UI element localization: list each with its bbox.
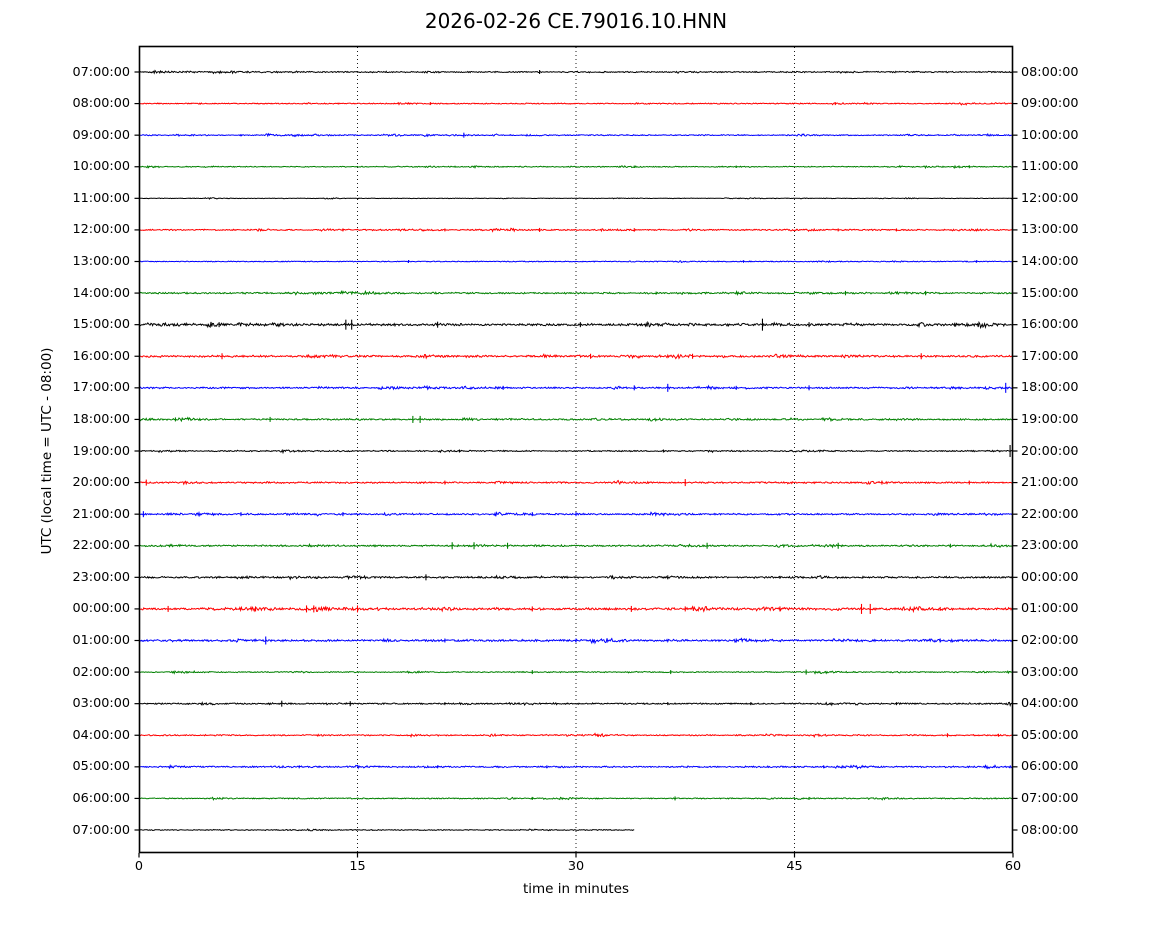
x-tick-label: 45 — [786, 859, 803, 874]
waveform-trace — [138, 448, 1013, 455]
y-axis-label-text: UTC (local time = UTC - 08:00) — [39, 347, 55, 555]
waveform-trace — [138, 542, 1013, 549]
local-time-label: 17:00:00 — [1021, 348, 1079, 364]
local-time-label: 13:00:00 — [1021, 222, 1079, 238]
utc-axis-tick-labels: 07:00:00 08:00:00 09:00:00 10:00:00 11:00:00… — [0, 0, 130, 950]
waveform-trace — [138, 764, 1013, 770]
utc-time-label: 13:00:00 — [72, 254, 130, 269]
local-time-label: 09:00:00 — [1021, 96, 1079, 112]
utc-time-label: 05:00:00 — [72, 759, 130, 775]
utc-time-label: 03:00:00 — [72, 696, 130, 712]
utc-time-label: 11:00:00 — [72, 190, 130, 206]
utc-time-label: 23:00:00 — [72, 569, 130, 585]
local-time-label: 02:00:00 — [1021, 633, 1079, 648]
waveform-trace — [138, 732, 1013, 738]
waveform-trace — [138, 574, 1013, 581]
plot-frame — [138, 45, 1014, 854]
local-time-label: 15:00:00 — [1021, 285, 1079, 301]
utc-time-label: 14:00:00 — [72, 285, 130, 301]
x-tick-label: 30 — [567, 859, 585, 874]
waveform-trace — [138, 197, 1013, 200]
waveform-trace — [138, 353, 1013, 360]
local-time-label: 04:00:00 — [1021, 696, 1079, 712]
chart-title: 2026-02-26 CE.79016.10.HNN — [424, 9, 728, 33]
local-time-label: 06:00:00 — [1021, 759, 1079, 775]
local-time-label: 03:00:00 — [1021, 664, 1079, 680]
utc-time-label: 06:00:00 — [72, 790, 130, 806]
waveform-trace — [139, 227, 1013, 233]
local-time-label: 16:00:00 — [1021, 317, 1079, 333]
local-time-label: 01:00:00 — [1021, 601, 1079, 617]
waveform-trace — [138, 828, 635, 832]
utc-time-label: 04:00:00 — [72, 727, 130, 743]
utc-time-label: 22:00:00 — [72, 538, 130, 554]
waveform-trace — [138, 670, 1013, 675]
x-tick-label: 0 — [134, 859, 144, 874]
waveform-trace — [139, 259, 1013, 264]
waveform-trace — [138, 320, 1013, 330]
local-time-label: 05:00:00 — [1021, 727, 1079, 743]
local-time-label: 07:00:00 — [1021, 790, 1079, 806]
waveform-trace — [139, 132, 1013, 138]
utc-time-label: 12:00:00 — [72, 222, 130, 238]
local-time-label: 14:00:00 — [1021, 254, 1079, 269]
waveform-trace — [139, 101, 1013, 106]
utc-time-label: 20:00:00 — [72, 475, 130, 491]
utc-time-label: 15:00:00 — [72, 317, 130, 333]
local-time-label: 08:00:00 — [1021, 822, 1079, 838]
waveform-trace — [138, 416, 1013, 423]
utc-time-label: 09:00:00 — [72, 127, 130, 143]
waveform-trace — [138, 479, 1013, 486]
waveform-trace — [138, 384, 1013, 391]
utc-time-label: 01:00:00 — [72, 633, 130, 648]
x-axis-tick-labels: 0 15 30 45 60 — [0, 859, 1150, 875]
waveform-trace — [138, 289, 1013, 296]
utc-time-label: 07:00:00 — [72, 822, 130, 838]
utc-time-label: 19:00:00 — [72, 443, 130, 459]
waveform-trace — [138, 605, 1013, 614]
x-axis-label: time in minutes — [522, 881, 630, 897]
local-time-label: 08:00:00 — [1021, 64, 1079, 80]
local-time-label: 22:00:00 — [1021, 506, 1079, 522]
utc-time-label: 17:00:00 — [72, 380, 130, 396]
utc-time-label: 18:00:00 — [72, 411, 130, 427]
utc-time-label: 02:00:00 — [72, 664, 130, 680]
x-tick-label: 15 — [349, 859, 366, 874]
local-axis-tick-labels: 08:00:00 09:00:00 10:00:00 11:00:00 12:00:00… — [1021, 0, 1141, 950]
local-time-label: 10:00:00 — [1021, 127, 1079, 143]
local-time-label: 12:00:00 — [1021, 190, 1079, 206]
waveform-trace — [138, 164, 1013, 170]
local-time-label: 11:00:00 — [1021, 159, 1079, 175]
waveform-trace — [138, 701, 1013, 707]
utc-time-label: 07:00:00 — [72, 64, 130, 80]
local-time-label: 18:00:00 — [1021, 380, 1079, 396]
local-time-label: 23:00:00 — [1021, 538, 1079, 554]
local-time-label: 19:00:00 — [1021, 411, 1079, 427]
local-time-label: 00:00:00 — [1021, 569, 1079, 585]
local-time-label: 20:00:00 — [1021, 443, 1079, 459]
utc-time-label: 10:00:00 — [72, 159, 130, 175]
utc-time-label: 08:00:00 — [72, 96, 130, 112]
waveform-trace — [138, 69, 1013, 75]
waveform-trace — [139, 796, 1013, 801]
utc-time-label: 00:00:00 — [72, 601, 130, 617]
x-tick-label: 60 — [1004, 859, 1022, 874]
local-time-label: 21:00:00 — [1021, 475, 1079, 491]
utc-time-label: 21:00:00 — [72, 506, 130, 522]
utc-time-label: 16:00:00 — [72, 348, 130, 364]
